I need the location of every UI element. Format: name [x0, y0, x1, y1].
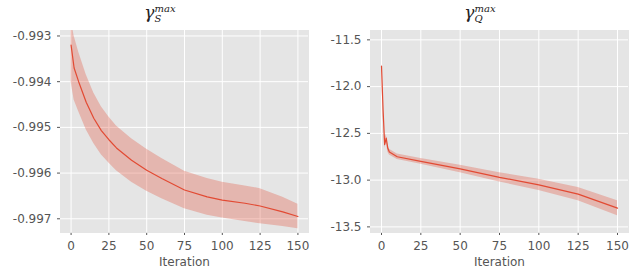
svg-text:50: 50: [139, 239, 154, 253]
svg-text:150: 150: [286, 239, 309, 253]
html-text:S: S: [154, 12, 162, 24]
svg-text:-11.5: -11.5: [330, 33, 361, 47]
svg-text:-0.996: -0.996: [13, 166, 52, 180]
svg-text:Iteration: Iteration: [474, 255, 525, 268]
svg-text:-13.5: -13.5: [330, 220, 361, 234]
html-text:Q: Q: [474, 12, 483, 24]
svg-text:125: 125: [567, 239, 590, 253]
svg-text:-0.997: -0.997: [13, 212, 52, 226]
svg-text:Iteration: Iteration: [159, 255, 210, 268]
svg-text:0: 0: [378, 239, 386, 253]
svg-text:-0.995: -0.995: [13, 120, 52, 134]
svg-text:25: 25: [101, 239, 116, 253]
svg-text:100: 100: [211, 239, 234, 253]
svg-text:0: 0: [67, 239, 75, 253]
svg-text:125: 125: [249, 239, 272, 253]
svg-text:50: 50: [453, 239, 468, 253]
svg-text:100: 100: [527, 239, 550, 253]
svg-text:-0.994: -0.994: [13, 75, 52, 89]
html-text:γmax: γmax: [464, 2, 496, 22]
svg-text:-12.5: -12.5: [330, 126, 361, 140]
svg-text:150: 150: [606, 239, 629, 253]
svg-text:25: 25: [413, 239, 428, 253]
svg-text:-12.0: -12.0: [330, 79, 361, 93]
html-text:γmax: γmax: [144, 2, 176, 22]
svg-text:-0.993: -0.993: [13, 29, 52, 43]
svg-text:75: 75: [177, 239, 192, 253]
svg-text:75: 75: [492, 239, 507, 253]
svg-text:-13.0: -13.0: [330, 173, 361, 187]
